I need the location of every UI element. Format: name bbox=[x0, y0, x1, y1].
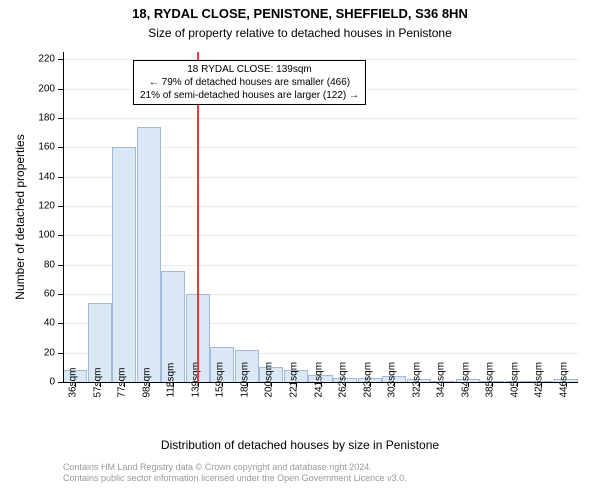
histogram-bar bbox=[137, 127, 161, 382]
ytick-label: 20 bbox=[15, 347, 55, 358]
chart-title-line1: 18, RYDAL CLOSE, PENISTONE, SHEFFIELD, S… bbox=[0, 6, 600, 21]
histogram-bar bbox=[112, 147, 136, 382]
ytick-label: 0 bbox=[15, 377, 55, 388]
annotation-box: 18 RYDAL CLOSE: 139sqm ← 79% of detached… bbox=[133, 60, 366, 105]
annotation-line3: 21% of semi-detached houses are larger (… bbox=[140, 89, 359, 102]
annotation-line1: 18 RYDAL CLOSE: 139sqm bbox=[140, 63, 359, 76]
x-axis-line bbox=[63, 382, 578, 383]
chart-container: 18, RYDAL CLOSE, PENISTONE, SHEFFIELD, S… bbox=[0, 0, 600, 500]
annotation-line2: ← 79% of detached houses are smaller (46… bbox=[140, 76, 359, 89]
ytick-label: 100 bbox=[15, 230, 55, 241]
ytick-label: 220 bbox=[15, 54, 55, 65]
ytick-label: 60 bbox=[15, 289, 55, 300]
ytick-label: 140 bbox=[15, 171, 55, 182]
y-axis-line bbox=[63, 52, 64, 382]
x-axis-label: Distribution of detached houses by size … bbox=[0, 438, 600, 452]
footer-line2: Contains public sector information licen… bbox=[63, 473, 407, 484]
ytick-label: 80 bbox=[15, 259, 55, 270]
ytick-label: 200 bbox=[15, 83, 55, 94]
footer-attribution: Contains HM Land Registry data © Crown c… bbox=[63, 462, 407, 484]
ytick-label: 160 bbox=[15, 142, 55, 153]
grid-line bbox=[63, 118, 578, 119]
footer-line1: Contains HM Land Registry data © Crown c… bbox=[63, 462, 407, 473]
ytick-label: 180 bbox=[15, 113, 55, 124]
ytick-label: 120 bbox=[15, 201, 55, 212]
ytick-label: 40 bbox=[15, 318, 55, 329]
chart-title-line2: Size of property relative to detached ho… bbox=[0, 26, 600, 40]
